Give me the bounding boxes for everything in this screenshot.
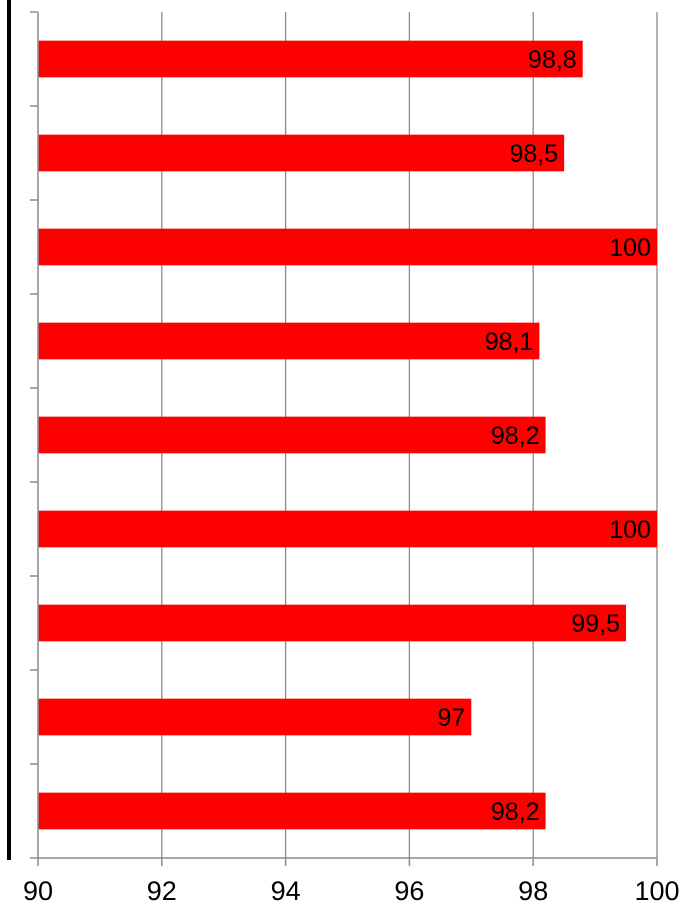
- bar: [38, 510, 657, 548]
- data-label: 99,5: [571, 610, 620, 638]
- x-tick-label: 92: [147, 876, 177, 906]
- data-label: 100: [609, 234, 651, 262]
- x-tick-label: 96: [394, 876, 424, 906]
- data-label: 97: [437, 704, 465, 732]
- x-tick-label: 90: [23, 876, 53, 906]
- data-label: 98,2: [491, 422, 540, 450]
- data-label: 98,5: [509, 140, 558, 168]
- data-label: 98,1: [485, 328, 534, 356]
- bar: [38, 698, 472, 736]
- bars: [38, 40, 657, 830]
- bar: [38, 322, 540, 360]
- bar: [38, 416, 546, 454]
- x-tick-label: 94: [271, 876, 301, 906]
- bar: [38, 134, 565, 172]
- data-label: 100: [609, 516, 651, 544]
- bar: [38, 228, 657, 266]
- bar: [38, 40, 583, 78]
- data-label: 98,8: [528, 46, 577, 74]
- labels: 98,8 98,5 100 98,1 98,2 100 99,5 97 98,2 90 92 94 96…: [23, 46, 680, 906]
- bar: [38, 604, 627, 642]
- x-tick-label: 98: [518, 876, 548, 906]
- left-edge-rule: [7, 0, 11, 860]
- x-tick-label: 100: [634, 876, 679, 906]
- bar: [38, 792, 546, 830]
- axes: [7, 0, 658, 866]
- data-label: 98,2: [491, 798, 540, 826]
